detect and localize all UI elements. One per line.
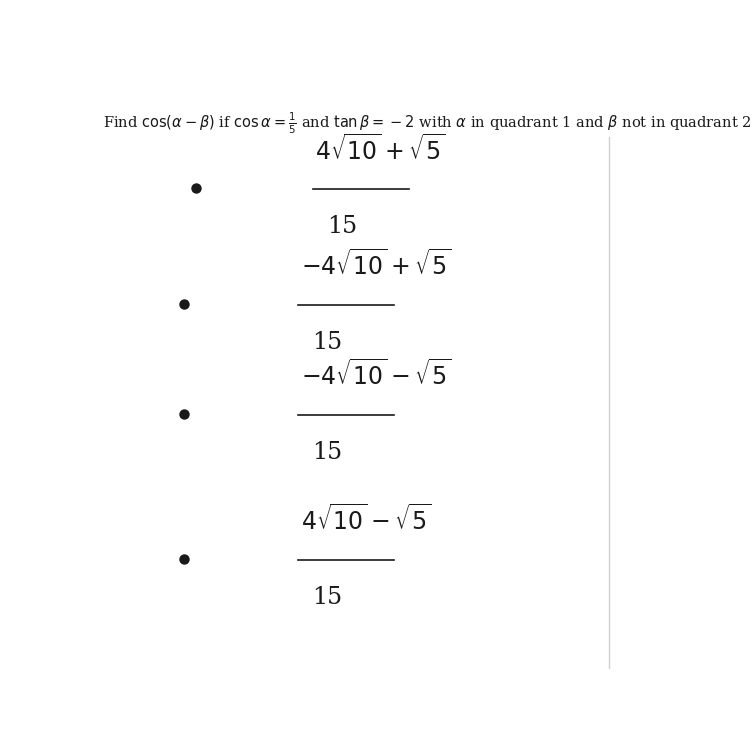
Text: $-4\sqrt{10}+\sqrt{5}$: $-4\sqrt{10}+\sqrt{5}$ [301, 250, 451, 280]
Text: 15: 15 [326, 216, 356, 238]
Text: Find $\mathrm{cos}(\alpha - \beta)$ if $\mathrm{cos}\,\alpha = \frac{1}{5}$ and : Find $\mathrm{cos}(\alpha - \beta)$ if $… [103, 111, 752, 136]
Text: 15: 15 [312, 441, 342, 464]
Text: 15: 15 [312, 586, 342, 609]
Text: $4\sqrt{10}+\sqrt{5}$: $4\sqrt{10}+\sqrt{5}$ [316, 134, 446, 165]
Text: $-4\sqrt{10}-\sqrt{5}$: $-4\sqrt{10}-\sqrt{5}$ [301, 359, 451, 390]
Text: 15: 15 [312, 332, 342, 354]
Text: $4\sqrt{10}-\sqrt{5}$: $4\sqrt{10}-\sqrt{5}$ [301, 505, 432, 535]
